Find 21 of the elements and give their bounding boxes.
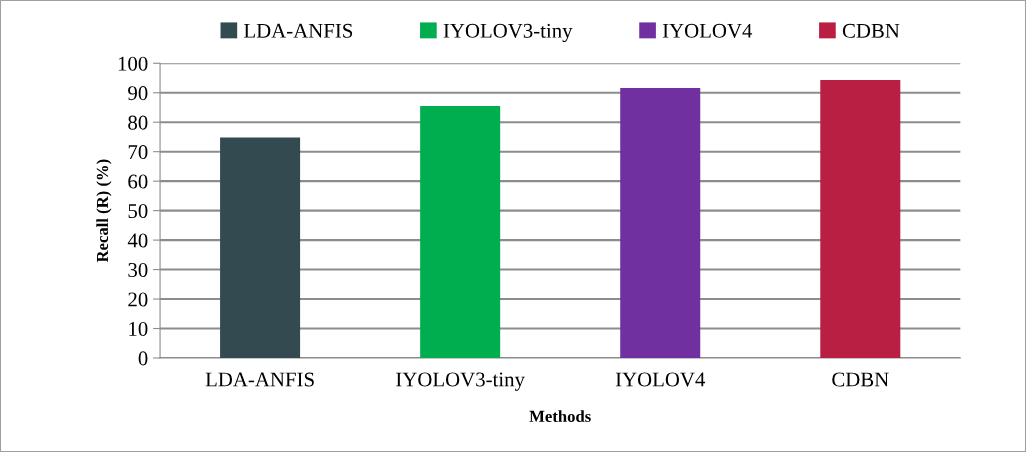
y-axis-title: Recall (R) (%) [96, 159, 112, 263]
y-tick-label: 90 [128, 86, 148, 101]
y-tick-label: 70 [128, 145, 148, 160]
legend-label: IYOLOV3-tiny [443, 23, 573, 43]
legend-label: IYOLOV4 [662, 23, 753, 38]
x-tick-label: IYOLOV4 [615, 372, 706, 387]
y-tick-label: 0 [138, 351, 148, 366]
y-tick-label: 60 [128, 174, 148, 189]
y-tick-label: 20 [128, 292, 148, 307]
x-axis-title: Methods [529, 410, 591, 422]
y-tick-label: 40 [127, 233, 148, 248]
y-tick-label: 80 [128, 115, 148, 130]
x-tick-label: LDA-ANFIS [205, 372, 314, 387]
y-tick-label: 10 [129, 321, 148, 336]
y-tick-label: 50 [128, 204, 148, 219]
y-tick-label: 100 [118, 56, 148, 71]
y-tick-label: 30 [128, 262, 148, 278]
legend-label: CDBN [842, 23, 900, 38]
x-tick-label: CDBN [832, 372, 889, 387]
legend-label: LDA-ANFIS [244, 23, 353, 38]
x-tick-label: IYOLOV3-tiny [396, 372, 525, 391]
